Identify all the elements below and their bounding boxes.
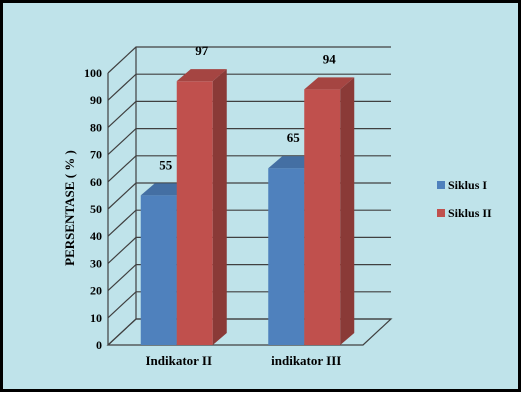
bar-front xyxy=(304,89,341,345)
data-label: 97 xyxy=(195,43,209,58)
data-label: 55 xyxy=(159,157,173,172)
y-tick-label: 30 xyxy=(90,256,102,270)
y-tick-labels: 0 10 20 30 40 50 60 70 80 90 100 xyxy=(84,66,102,352)
legend-label: Siklus II xyxy=(448,206,492,220)
y-tick-label: 90 xyxy=(90,93,102,107)
bar-front xyxy=(176,81,213,345)
data-label: 94 xyxy=(323,51,337,66)
y-tick-label: 60 xyxy=(90,175,102,189)
legend-label: Siklus I xyxy=(448,178,487,192)
bar-front xyxy=(268,168,305,345)
y-tick-label: 10 xyxy=(90,311,102,325)
bar-front xyxy=(140,195,177,345)
data-labels: 55 97 65 94 xyxy=(159,43,336,172)
bar xyxy=(304,77,355,345)
chart-area: 0 10 20 30 40 50 60 70 80 90 100 55 97 65 94 Indikato… xyxy=(62,43,492,368)
x-tick-labels: Indikator II indikator III xyxy=(145,353,341,368)
bar-top xyxy=(304,77,355,90)
y-tick-label: 40 xyxy=(90,229,102,243)
y-tick-label: 0 xyxy=(96,338,102,352)
data-label: 65 xyxy=(287,130,301,145)
bars xyxy=(140,69,355,345)
y-tick-label: 20 xyxy=(90,284,102,298)
legend-swatch xyxy=(437,209,445,217)
legend: Siklus I Siklus II xyxy=(437,178,492,220)
bar-side xyxy=(340,77,355,345)
legend-swatch xyxy=(437,181,445,189)
bar xyxy=(176,69,227,345)
x-tick-label: Indikator II xyxy=(145,353,212,368)
x-tick-label: indikator III xyxy=(271,353,341,368)
y-tick-label: 80 xyxy=(90,120,102,134)
bar-side xyxy=(212,69,227,345)
y-tick-label: 50 xyxy=(90,202,102,216)
bar-top xyxy=(176,69,227,82)
y-tick-label: 100 xyxy=(84,66,102,80)
y-axis-label: PERSENTASE ( % ) xyxy=(62,150,77,266)
gridline xyxy=(107,46,391,74)
y-tick-label: 70 xyxy=(90,148,102,162)
